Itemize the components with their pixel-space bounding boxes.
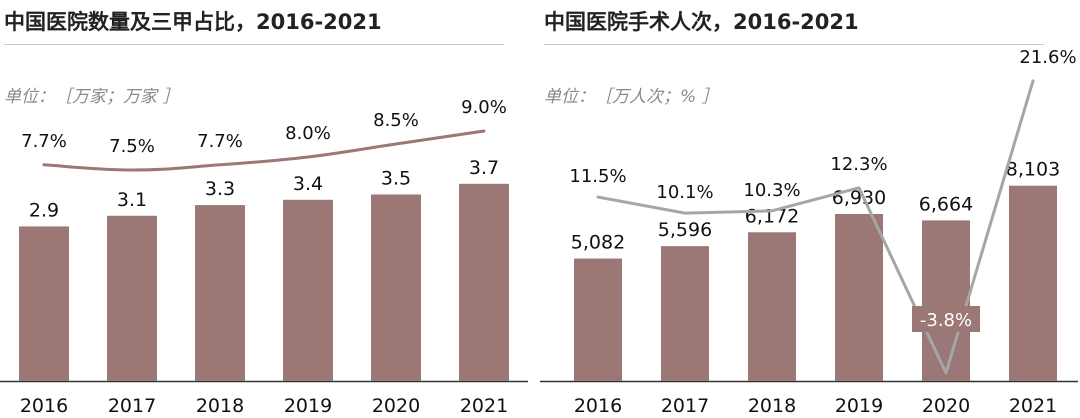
title-divider	[544, 44, 1044, 45]
x-tick-label: 2016	[20, 395, 68, 417]
x-tick-label: 2017	[661, 395, 709, 417]
bar	[459, 183, 509, 381]
bar-value-label: 6,172	[745, 205, 799, 227]
x-tick-label: 2021	[460, 395, 508, 417]
bar-value-label: 3.1	[117, 189, 147, 211]
line-value-label: 8.0%	[285, 123, 331, 144]
chart-title: 中国医院手术人次，2016-2021	[544, 10, 859, 34]
line-value-label: 7.7%	[21, 131, 67, 152]
bar-line-chart-hospital-count: 2.9 2016 3.1 2017 3.3 2018 3.4 2019 3.5 2020 3.7 20…	[0, 97, 528, 417]
line-value-label: 11.5%	[569, 166, 626, 187]
x-tick-label: 2021	[1009, 395, 1057, 417]
x-tick-label: 2020	[922, 395, 970, 417]
unit-label: 单位：［万人次；% ］	[544, 87, 719, 107]
chart-title: 中国医院数量及三甲占比，2016-2021	[4, 10, 382, 34]
bar	[1009, 185, 1057, 381]
line-value-label: 9.0%	[461, 97, 507, 118]
unit-label: 单位：［万家；万家 ］	[4, 87, 180, 107]
x-tick-label: 2020	[372, 395, 420, 417]
line-value-label: 12.3%	[830, 154, 887, 175]
bar	[107, 215, 157, 381]
line-value-label: 10.3%	[743, 180, 800, 201]
bar	[574, 258, 622, 381]
x-tick-label: 2016	[574, 395, 622, 417]
bar-value-label: 3.3	[205, 178, 235, 200]
bar-value-label: 6,664	[919, 193, 973, 215]
line-value-label: 21.6%	[1019, 47, 1076, 68]
title-divider	[4, 44, 504, 45]
line-value-label: -3.8%	[920, 310, 972, 331]
bar-value-label: 8,103	[1006, 159, 1060, 181]
line-value-label: 8.5%	[373, 110, 419, 131]
bar-value-label: 5,082	[571, 232, 625, 254]
negative-label-background	[912, 306, 980, 332]
chart-panel-surgery-count: 中国医院手术人次，2016-2021 单位：［万人次；% ］ 5,082 2016…	[540, 0, 1080, 418]
bar-value-label: 3.4	[293, 173, 323, 195]
bar	[19, 226, 69, 381]
bar-line-chart-surgery-count: 5,08220165,59620176,17220186,93020196,66…	[540, 47, 1078, 417]
x-tick-label: 2018	[748, 395, 796, 417]
line-value-label: 7.5%	[109, 136, 155, 157]
bar	[748, 232, 796, 381]
x-tick-label: 2019	[284, 395, 332, 417]
bar	[922, 220, 970, 381]
bar	[371, 194, 421, 381]
line-value-label: 7.7%	[197, 131, 243, 152]
bar-value-label: 3.7	[469, 157, 499, 179]
x-tick-label: 2017	[108, 395, 156, 417]
bar-value-label: 5,596	[658, 219, 712, 241]
line-series	[42, 129, 486, 172]
bar-value-label: 2.9	[29, 199, 59, 221]
bar	[195, 205, 245, 381]
line-value-label: 10.1%	[656, 182, 713, 203]
x-tick-label: 2019	[835, 395, 883, 417]
bar	[835, 213, 883, 381]
bar-value-label: 3.5	[381, 167, 411, 189]
x-tick-label: 2018	[196, 395, 244, 417]
bar	[283, 199, 333, 381]
chart-panel-hospital-count: 中国医院数量及三甲占比，2016-2021 单位：［万家；万家 ］ 2.9 201…	[0, 0, 530, 418]
bar	[661, 246, 709, 381]
